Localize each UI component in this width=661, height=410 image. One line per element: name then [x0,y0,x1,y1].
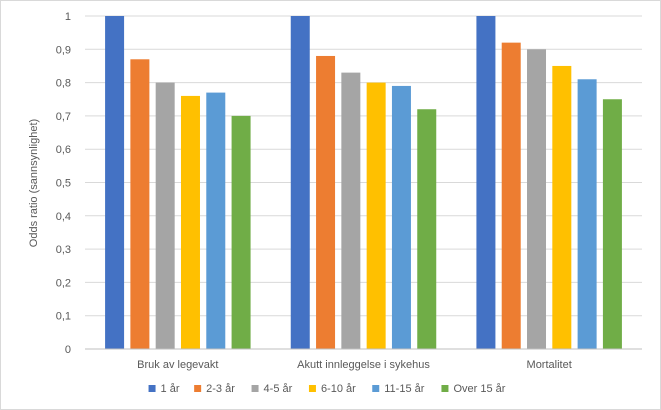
y-tick-label: 0,1 [56,311,71,323]
bar [391,85,411,350]
y-tick-label: 0,2 [56,277,71,289]
bar [231,115,251,350]
y-tick-label: 0,6 [56,144,71,156]
y-tick-label: 0,8 [56,78,71,90]
bar [341,72,361,350]
y-tick-label: 0,9 [56,44,71,56]
y-tick-label: 1 [65,11,71,23]
y-tick-label: 0,7 [56,111,71,123]
x-category-label: Akutt innleggelse i sykehus [297,359,430,371]
gridlines [85,15,642,317]
y-tick-label: 0,3 [56,244,71,256]
x-category-label: Bruk av legevakt [137,359,218,371]
y-axis-title: Odds ratio (sannsynlighet) [28,119,40,247]
legend: 1 år 2-3 år 4-5 år 6-10 år 11-15 år Over 15 å… [148,383,506,395]
legend-swatch [308,385,316,392]
legend-label: 2-3 år [206,383,235,395]
y-tick-label: 0,4 [56,211,71,223]
bar [105,16,125,349]
bar [552,65,572,349]
bar [290,16,310,349]
x-category-label: Mortalitet [527,359,572,371]
y-tick-label: 0 [65,344,71,356]
bar [180,95,200,349]
legend-swatch [372,385,380,392]
legend-swatch [148,385,156,392]
legend-label: 1 år [161,383,180,395]
bar [316,55,336,350]
legend-swatch [194,385,202,392]
legend-label: 11-15 år [384,383,424,395]
bar [476,16,496,349]
bar [501,42,521,349]
legend-label: 4-5 år [264,383,293,395]
bar [155,82,175,349]
legend-label: 6-10 år [321,383,356,395]
bar [366,82,386,349]
bars [105,16,622,350]
legend-swatch [441,385,449,392]
legend-swatch [251,385,259,392]
bar [130,59,150,349]
bar [527,49,547,350]
bar [206,92,226,349]
bar [577,79,597,350]
legend-label: Over 15 år [453,383,505,395]
y-tick-label: 0,5 [56,178,71,190]
bar [602,99,622,349]
bar [417,109,437,350]
axis-labels: 0 0,1 0,2 0,3 0,4 0,5 0,6 0,7 0,8 0,9 1 Bruk av leg… [56,11,572,371]
